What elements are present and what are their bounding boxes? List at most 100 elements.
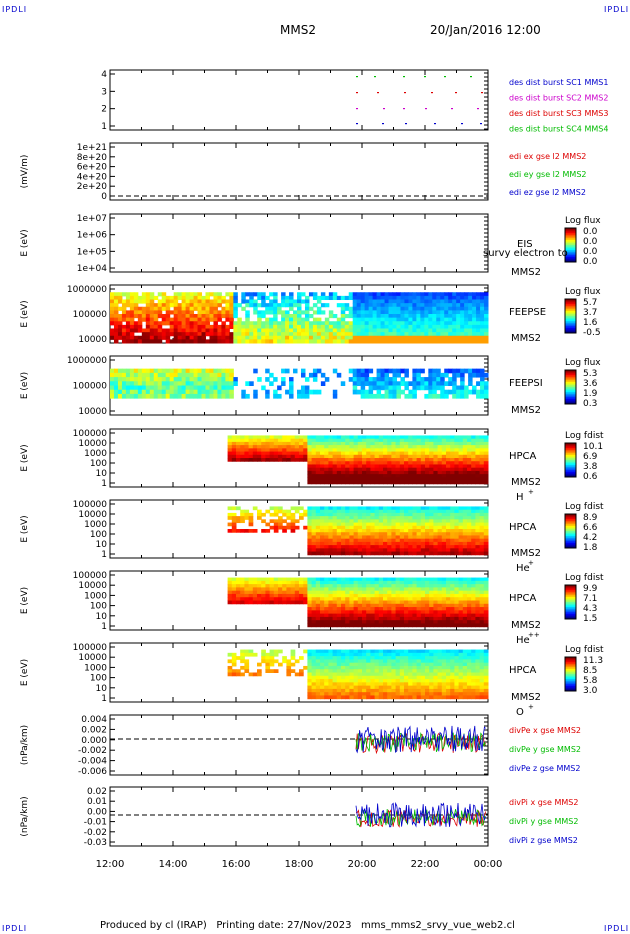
heatmap-cell [229,299,234,304]
heatmap-cell [416,454,422,459]
heatmap-cell [356,339,362,344]
heatmap-cell [189,317,195,322]
heatmap-cell [311,580,317,585]
heatmap-cell [378,616,384,621]
heatmap-cell [209,372,214,378]
heatmap-cell [475,509,481,514]
heatmap-cell [412,600,418,605]
heatmap-cell [349,445,355,449]
heatmap-cell [236,593,241,598]
heatmap-cell [273,310,278,315]
heatmap-cell [311,525,317,530]
heatmap-cell [404,587,409,592]
heatmap-cell [265,310,270,315]
heatmap-cell [282,659,287,664]
heatmap-cell [352,303,358,308]
heatmap-cell [424,317,429,322]
heatmap-cell [265,368,270,374]
heatmap-cell [299,506,304,511]
heatmap-cell [383,535,388,540]
heatmap-cell [217,335,222,340]
heatmap-cell [336,590,342,595]
heatmap-cell [110,310,115,315]
heatmap-cell [312,372,318,378]
heatmap-cell [471,467,476,472]
heatmap-cell [408,529,413,533]
heatmap-cell [462,584,468,588]
heatmap-cell [374,509,380,514]
heatmap-cell [484,332,489,337]
heatmap-cell [311,688,317,693]
heatmap-cell [408,480,413,485]
heatmap-cell [452,317,457,322]
heatmap-cell [458,545,464,549]
heatmap-cell [383,448,388,453]
heatmap-cell [376,314,382,319]
y-tick-label: 10 [96,469,108,479]
heatmap-cell [395,448,401,453]
heatmap-cell [332,587,338,592]
heatmap-cell [420,438,426,443]
heatmap-cell [341,445,346,449]
heatmap-cell [458,610,464,615]
heatmap-cell [213,295,218,301]
heatmap-cell [261,577,266,582]
heatmap-cell [440,317,445,322]
heatmap-cell [344,332,350,337]
heatmap-cell [349,600,355,605]
heatmap-cell [480,332,485,337]
heatmap-cell [404,310,409,315]
heatmap-cell [193,368,199,374]
heatmap-cell [269,454,275,459]
heatmap-cell [468,332,473,337]
heatmap-cell [269,317,274,322]
heatmap-cell [380,306,386,311]
heatmap-cell [396,306,401,311]
heatmap-cell [169,317,175,322]
heatmap-cell [450,593,455,598]
heatmap-cell [286,669,292,673]
heatmap-cell [129,321,135,326]
colorbar-segment [565,395,576,398]
heatmap-cell [294,600,300,605]
heatmap-cell [484,314,489,319]
heatmap-cell [273,597,279,601]
heatmap-cell [345,545,350,549]
heatmap-cell [450,610,455,615]
heatmap-cell [408,525,413,530]
heatmap-cell [366,610,371,615]
heatmap-cell [458,506,464,511]
heatmap-cell [408,448,413,453]
heatmap-cell [113,332,119,337]
heatmap-cell [332,389,338,395]
colorbar-tick-label: 0.0 [583,237,598,247]
heatmap-cell [244,652,250,657]
heatmap-cell [383,470,388,475]
heatmap-cell [153,389,159,395]
heatmap-cell [345,603,350,608]
heatmap-cell [471,454,476,459]
heatmap-cell [460,339,465,344]
heatmap-cell [408,317,413,322]
heatmap-cell [231,438,237,443]
heatmap-cell [294,458,300,462]
heatmap-cell [471,448,476,453]
heatmap-cell [471,529,476,533]
heatmap-cell [290,525,296,530]
colorbar-tick-label: 3.7 [583,308,597,318]
heatmap-cell [324,541,329,546]
heatmap-cell [484,372,489,378]
heatmap-cell [113,314,119,319]
heatmap-cell [467,435,472,440]
heatmap-cell [328,470,334,475]
colorbar-segment [565,470,576,473]
heatmap-cell [145,317,151,322]
heatmap-cell [261,593,266,598]
heatmap-cell [349,541,355,546]
heatmap-cell [328,679,334,683]
heatmap-cell [376,339,382,344]
heatmap-cell [252,445,258,449]
heatmap-cell [137,324,143,330]
heatmap-cell [285,314,290,319]
heatmap-cell [370,512,376,517]
